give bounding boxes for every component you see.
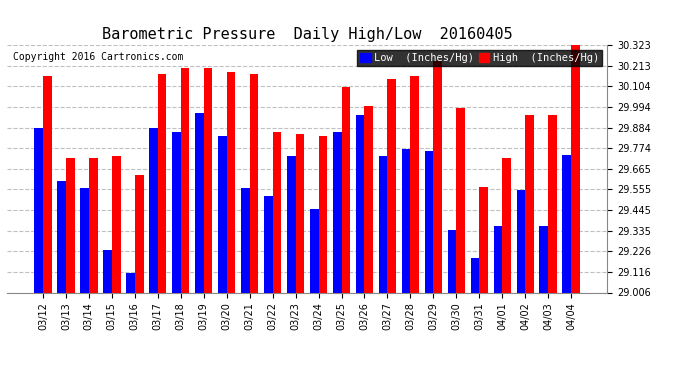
Bar [43, 76, 52, 292]
Bar [273, 132, 282, 292]
Bar [112, 156, 121, 292]
Bar [388, 80, 396, 292]
Bar [448, 230, 456, 292]
Bar [34, 128, 43, 292]
Bar [480, 186, 488, 292]
Bar [493, 226, 502, 292]
Bar [126, 273, 135, 292]
Bar [342, 87, 351, 292]
Bar [456, 108, 465, 292]
Bar [172, 132, 181, 292]
Bar [333, 132, 342, 292]
Bar [379, 156, 388, 292]
Bar [295, 134, 304, 292]
Bar [135, 175, 144, 292]
Bar [402, 149, 411, 292]
Bar [517, 190, 525, 292]
Bar [80, 188, 89, 292]
Bar [502, 158, 511, 292]
Bar [424, 151, 433, 292]
Bar [319, 136, 327, 292]
Bar [287, 156, 295, 292]
Text: Copyright 2016 Cartronics.com: Copyright 2016 Cartronics.com [13, 53, 184, 62]
Bar [57, 181, 66, 292]
Bar [181, 68, 190, 292]
Bar [433, 61, 442, 292]
Bar [364, 106, 373, 292]
Bar [310, 209, 319, 292]
Bar [264, 196, 273, 292]
Bar [549, 115, 557, 292]
Bar [562, 154, 571, 292]
Bar [571, 44, 580, 292]
Bar [471, 258, 480, 292]
Bar [158, 74, 166, 292]
Bar [241, 188, 250, 292]
Bar [103, 251, 112, 292]
Bar [195, 113, 204, 292]
Bar [540, 226, 549, 292]
Bar [226, 72, 235, 292]
Bar [66, 158, 75, 292]
Legend: Low  (Inches/Hg), High  (Inches/Hg): Low (Inches/Hg), High (Inches/Hg) [357, 50, 602, 66]
Bar [89, 158, 97, 292]
Bar [356, 115, 364, 292]
Bar [218, 136, 226, 292]
Bar [525, 115, 534, 292]
Bar [149, 128, 158, 292]
Title: Barometric Pressure  Daily High/Low  20160405: Barometric Pressure Daily High/Low 20160… [101, 27, 513, 42]
Bar [250, 74, 258, 292]
Bar [411, 76, 419, 292]
Bar [204, 68, 213, 292]
